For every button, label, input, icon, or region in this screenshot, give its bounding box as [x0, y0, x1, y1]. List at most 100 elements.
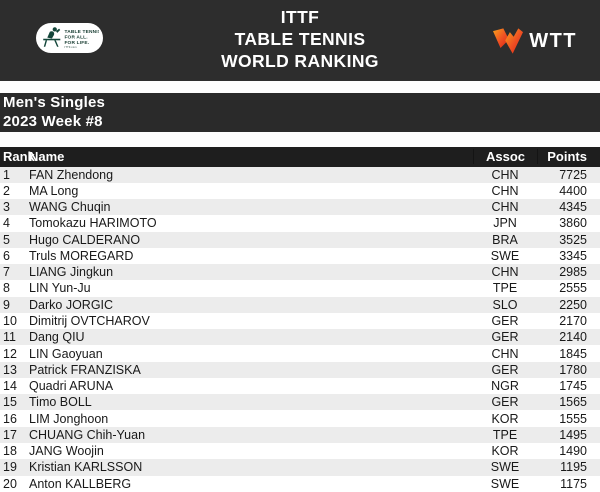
assoc-cell: GER — [491, 395, 519, 410]
table-row[interactable]: 13 Patrick FRANZISKA GER 1780 — [0, 361, 600, 378]
category-bar: Men's Singles 2023 Week #8 — [0, 93, 600, 132]
table-row[interactable]: 7 LIANG Jingkun CHN 2985 — [0, 264, 600, 281]
week-label: 2023 Week #8 — [3, 112, 103, 130]
header: TABLE TENNIS. FOR ALL. FOR LIFE. ITTF.co… — [0, 0, 600, 81]
points-cell: 3860 — [559, 216, 587, 231]
rank-cell: 20 — [3, 476, 17, 491]
rank-cell: 9 — [3, 297, 10, 312]
table-row[interactable]: 20 Anton KALLBERG SWE 1175 — [0, 475, 600, 492]
assoc-cell: TPE — [492, 427, 518, 442]
ittf-logo[interactable]: TABLE TENNIS. FOR ALL. FOR LIFE. ITTF.co… — [36, 23, 103, 53]
name-cell: Dimitrij OVTCHAROV — [29, 314, 150, 329]
assoc-cell: SWE — [490, 460, 520, 475]
table-row[interactable]: 16 LIM Jonghoon KOR 1555 — [0, 410, 600, 427]
name-cell: JANG Woojin — [29, 444, 104, 459]
name-cell: FAN Zhendong — [29, 167, 114, 182]
table-row[interactable]: 10 Dimitrij OVTCHAROV GER 2170 — [0, 312, 600, 330]
ittf-logo-line3: FOR LIFE. — [64, 40, 89, 46]
table-row[interactable]: 19 Kristian KARLSSON SWE 1195 — [0, 459, 600, 476]
points-cell: 2140 — [559, 330, 587, 345]
table-row[interactable]: 12 LIN Gaoyuan CHN 1845 — [0, 345, 600, 362]
ittf-logo-line1: TABLE TENNIS. — [64, 29, 99, 35]
assoc-cell: TPE — [492, 281, 518, 296]
rank-cell: 4 — [3, 216, 10, 231]
table-row[interactable]: 3 WANG Chuqin CHN 4345 — [0, 199, 600, 216]
assoc-cell: SWE — [490, 248, 520, 263]
points-cell: 2985 — [559, 265, 587, 280]
name-cell: Dang QIU — [29, 330, 85, 345]
table-row[interactable]: 2 MA Long CHN 4400 — [0, 182, 600, 200]
rank-cell: 5 — [3, 232, 10, 247]
points-cell: 1495 — [559, 427, 587, 442]
rank-cell: 7 — [3, 265, 10, 280]
table-row[interactable]: 8 LIN Yun-Ju TPE 2555 — [0, 280, 600, 297]
name-cell: LIANG Jingkun — [29, 265, 114, 280]
rank-cell: 3 — [3, 200, 10, 215]
wtt-wings-icon — [493, 28, 524, 54]
assoc-cell: CHN — [491, 200, 519, 215]
assoc-cell: GER — [491, 314, 519, 329]
assoc-cell: NGR — [491, 379, 519, 394]
name-cell: LIN Yun-Ju — [29, 281, 91, 296]
spacer — [0, 81, 600, 93]
name-cell: Truls MOREGARD — [29, 248, 134, 263]
wtt-logo[interactable]: WTT — [493, 27, 577, 55]
points-cell: 1175 — [560, 476, 587, 491]
table-row[interactable]: 15 Timo BOLL GER 1565 — [0, 394, 600, 411]
table-tennis-player-icon: TABLE TENNIS. FOR ALL. FOR LIFE. ITTF.co… — [42, 27, 99, 49]
table-header: Rank Name Assoc Points — [0, 147, 600, 167]
assoc-cell: CHN — [491, 183, 519, 198]
assoc-cell: GER — [491, 330, 519, 345]
points-cell: 2555 — [559, 281, 587, 296]
name-cell: Tomokazu HARIMOTO — [29, 216, 157, 231]
name-cell: Hugo CALDERANO — [29, 232, 141, 247]
ittf-logo-line2: FOR ALL. — [64, 35, 87, 41]
table-row[interactable]: 17 CHUANG Chih-Yuan TPE 1495 — [0, 426, 600, 444]
title-line-2: TABLE TENNIS — [234, 29, 366, 49]
assoc-cell: CHN — [491, 265, 519, 280]
points-cell: 1565 — [559, 395, 587, 410]
name-cell: LIM Jonghoon — [29, 411, 109, 426]
rank-cell: 17 — [3, 427, 17, 442]
assoc-cell: CHN — [491, 346, 519, 361]
name-cell: CHUANG Chih-Yuan — [29, 427, 146, 442]
table-row[interactable]: 14 Quadri ARUNA NGR 1745 — [0, 377, 600, 395]
name-cell: LIN Gaoyuan — [29, 346, 103, 361]
table-row[interactable]: 4 Tomokazu HARIMOTO JPN 3860 — [0, 215, 600, 232]
assoc-cell: BRA — [492, 232, 518, 247]
table-row[interactable]: 5 Hugo CALDERANO BRA 3525 — [0, 231, 600, 248]
table-row[interactable]: 9 Darko JORGIC SLO 2250 — [0, 296, 600, 313]
column-header-rank: Rank — [3, 149, 35, 165]
table-row[interactable]: 6 Truls MOREGARD SWE 3345 — [0, 247, 600, 265]
title-line-3: WORLD RANKING — [221, 51, 379, 71]
points-cell: 1845 — [559, 346, 587, 361]
name-cell: MA Long — [29, 183, 79, 198]
name-cell: Kristian KARLSSON — [29, 460, 143, 475]
column-header-name: Name — [29, 149, 65, 165]
category-title: Men's Singles — [3, 94, 106, 111]
points-cell: 4400 — [559, 183, 587, 198]
ranking-rows: 1 FAN Zhendong CHN 7725 2 MA Long CHN 44… — [0, 166, 600, 492]
title-line-1: ITTF — [280, 7, 320, 27]
spacer — [0, 132, 600, 147]
rank-cell: 12 — [3, 346, 17, 361]
rank-cell: 19 — [3, 460, 17, 475]
page-title: ITTF TABLE TENNIS WORLD RANKING — [0, 6, 600, 72]
name-cell: Anton KALLBERG — [29, 476, 132, 491]
points-cell: 1195 — [560, 460, 587, 475]
table-row[interactable]: 11 Dang QIU GER 2140 — [0, 329, 600, 346]
assoc-cell: JPN — [493, 216, 517, 231]
assoc-cell: KOR — [491, 444, 519, 459]
points-cell: 1490 — [559, 444, 587, 459]
table-row[interactable]: 18 JANG Woojin KOR 1490 — [0, 443, 600, 460]
rank-cell: 16 — [3, 411, 17, 426]
name-cell: Darko JORGIC — [29, 297, 114, 312]
points-cell: 2250 — [559, 297, 587, 312]
points-cell: 3345 — [559, 248, 587, 263]
assoc-cell: GER — [491, 362, 519, 377]
name-cell: WANG Chuqin — [29, 200, 111, 215]
table-row[interactable]: 1 FAN Zhendong CHN 7725 — [0, 166, 600, 183]
assoc-cell: SWE — [490, 476, 520, 491]
name-cell: Patrick FRANZISKA — [29, 362, 141, 377]
